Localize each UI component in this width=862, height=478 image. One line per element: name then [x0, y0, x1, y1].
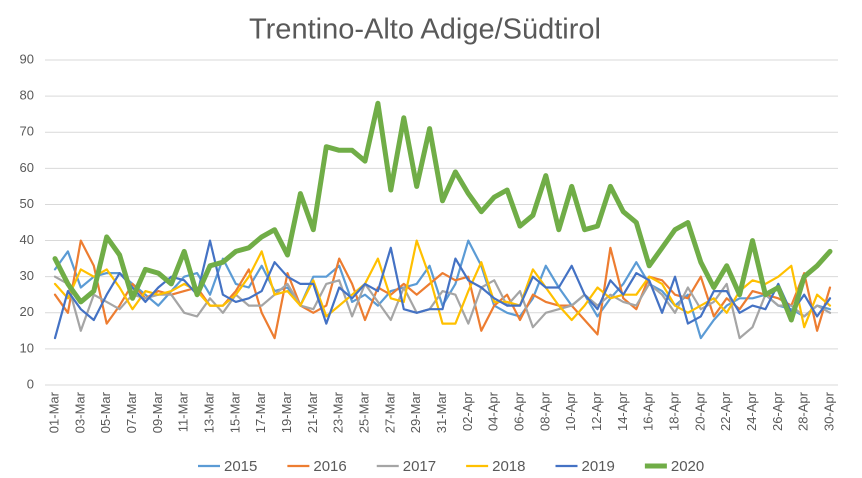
series-line	[53, 239, 832, 340]
series-line	[53, 239, 832, 340]
y-tick-label: 0	[27, 376, 34, 391]
y-tick-label: 70	[20, 124, 34, 139]
x-tick-label: 29-Mar	[408, 391, 423, 433]
y-tick-label: 20	[20, 304, 34, 319]
x-tick-label: 04-Apr	[486, 391, 501, 431]
y-tick-label: 30	[20, 268, 34, 283]
x-tick-label: 19-Mar	[279, 391, 294, 433]
chart-title: Trentino-Alto Adige/Südtirol	[249, 14, 601, 46]
x-tick-label: 09-Mar	[150, 391, 165, 433]
x-tick-label: 18-Apr	[666, 391, 681, 431]
x-tick-label: 24-Apr	[744, 391, 759, 431]
series-line	[52, 100, 833, 323]
x-tick-label: 21-Mar	[305, 391, 320, 433]
y-tick-label: 90	[20, 51, 34, 66]
x-tick-label: 27-Mar	[382, 391, 397, 433]
y-tick-label: 60	[20, 160, 34, 175]
y-tick-label: 40	[20, 232, 34, 247]
legend-label: 2019	[582, 458, 615, 475]
y-tick-label: 80	[20, 88, 34, 103]
x-tick-label: 08-Apr	[537, 391, 552, 431]
x-tick-label: 14-Apr	[615, 391, 630, 431]
x-tick-label: 11-Mar	[176, 391, 191, 432]
x-tick-label: 07-Mar	[124, 391, 139, 433]
legend-label: 2017	[403, 458, 436, 475]
y-tick-label: 10	[20, 340, 34, 355]
x-tick-label: 17-Mar	[253, 391, 268, 433]
x-tick-label: 02-Apr	[460, 391, 475, 431]
x-tick-label: 05-Mar	[98, 391, 113, 433]
x-tick-label: 10-Apr	[563, 391, 578, 431]
legend-label: 2018	[492, 458, 525, 475]
x-tick-label: 26-Apr	[770, 391, 785, 431]
x-tick-label: 16-Apr	[641, 391, 656, 431]
legend-label: 2020	[671, 458, 704, 475]
x-tick-label: 06-Apr	[511, 391, 526, 431]
x-tick-label: 28-Apr	[796, 391, 811, 431]
series-line	[53, 239, 832, 329]
x-tick-label: 22-Apr	[718, 391, 733, 431]
legend-label: 2016	[313, 458, 346, 475]
x-tick-label: 03-Mar	[72, 391, 87, 433]
x-tick-label: 23-Mar	[331, 391, 346, 433]
x-tick-label: 20-Apr	[692, 391, 707, 431]
x-tick-label: 13-Mar	[201, 391, 216, 433]
x-tick-label: 31-Mar	[434, 391, 449, 433]
x-tick-label: 15-Mar	[227, 391, 242, 433]
legend-label: 2015	[224, 458, 257, 475]
x-tick-label: 30-Apr	[821, 391, 836, 431]
x-tick-label: 01-Mar	[46, 391, 61, 433]
y-tick-label: 50	[20, 196, 34, 211]
series-line	[53, 275, 832, 340]
x-tick-label: 12-Apr	[589, 391, 604, 431]
x-tick-label: 25-Mar	[356, 391, 371, 433]
